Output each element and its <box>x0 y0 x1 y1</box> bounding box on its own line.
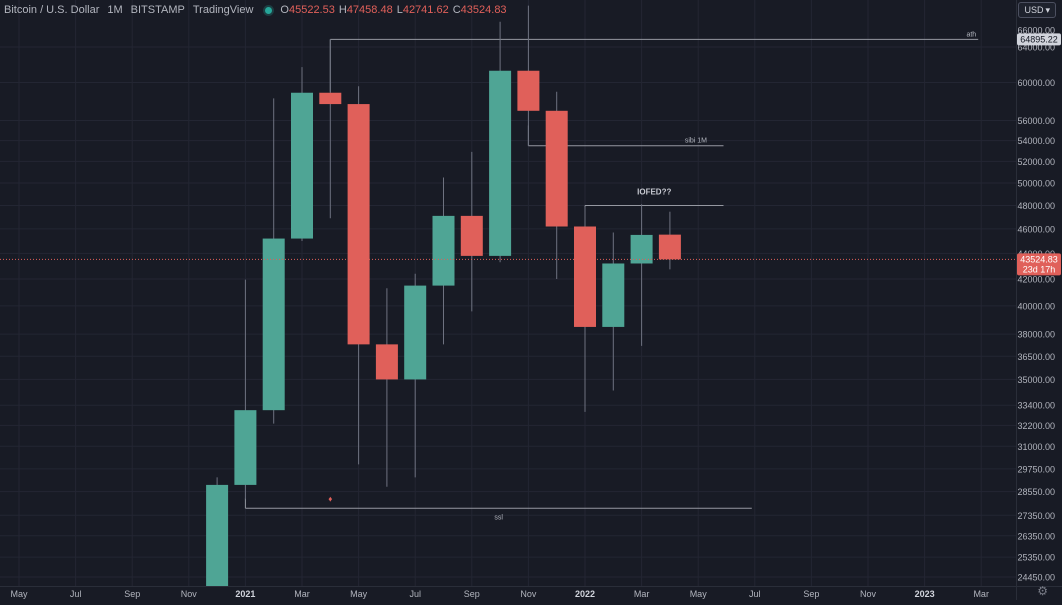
candle-body <box>347 104 370 345</box>
time-axis-label: 2021 <box>235 589 255 599</box>
alert-marker-icon: ♦ <box>328 494 332 503</box>
price-axis-label-top: 66000.00 <box>1017 26 1055 36</box>
price-axis-label: 31000.00 <box>1017 442 1055 452</box>
time-axis-label: 2022 <box>575 589 595 599</box>
high-value: 47458.48 <box>346 4 393 16</box>
price-axis-label: 28550.00 <box>1017 487 1055 497</box>
time-axis-label: Mar <box>634 589 650 599</box>
time-axis-label: Sep <box>464 589 480 599</box>
time-axis-label: Jul <box>70 589 82 599</box>
time-axis-label: Mar <box>973 589 989 599</box>
high-key: H <box>338 4 347 16</box>
symbol-name[interactable]: Bitcoin / U.S. Dollar <box>4 4 100 16</box>
candle-body <box>375 344 398 380</box>
price-axis-label: 26350.00 <box>1017 531 1055 541</box>
candle-body <box>517 70 540 111</box>
gear-icon[interactable]: ⚙ <box>1037 584 1048 598</box>
price-axis-label: 36500.00 <box>1017 352 1055 362</box>
countdown-label: 23d 17h <box>1023 264 1056 274</box>
market-status-icon <box>265 6 273 14</box>
price-axis-label: 52000.00 <box>1017 157 1055 167</box>
price-axis-label: 40000.00 <box>1017 301 1055 311</box>
close-key: C <box>452 4 461 16</box>
price-axis-label: 24450.00 <box>1017 573 1055 583</box>
price-axis-label: 56000.00 <box>1017 116 1055 126</box>
time-axis-label: Jul <box>749 589 761 599</box>
candle-body <box>291 92 313 239</box>
time-axis-label: Jul <box>409 589 421 599</box>
candle-body <box>404 285 427 380</box>
price-axis-label: 29750.00 <box>1017 464 1055 474</box>
price-axis-label: 64000.00 <box>1017 43 1055 53</box>
time-axis-label: Nov <box>860 589 877 599</box>
price-axis-label: 54000.00 <box>1017 136 1055 146</box>
candle-body <box>460 215 483 256</box>
current-price-label: 43524.83 <box>1020 254 1058 264</box>
candle-body <box>489 70 512 256</box>
ath-price-label: 64895.22 <box>1020 34 1058 44</box>
low-value: 42741.62 <box>402 4 449 16</box>
time-axis-label: 2023 <box>915 589 935 599</box>
candle-body <box>630 234 653 264</box>
time-axis-label: Mar <box>294 589 310 599</box>
price-axis-label: 38000.00 <box>1017 330 1055 340</box>
currency-label: USD <box>1024 5 1044 15</box>
price-axis-label: 60000.00 <box>1017 78 1055 88</box>
price-axis-label: 46000.00 <box>1017 224 1055 234</box>
annotation-label: ssl <box>494 514 503 521</box>
price-axis-label: 50000.00 <box>1017 178 1055 188</box>
interval-label[interactable]: 1M <box>107 4 123 16</box>
price-axis-label: 33400.00 <box>1017 401 1055 411</box>
time-axis-label: May <box>350 589 368 599</box>
candle-body <box>234 410 257 485</box>
price-axis-label: 27350.00 <box>1017 511 1055 521</box>
chart-legend: Bitcoin / U.S. Dollar 1M BITSTAMP Tradin… <box>4 3 511 17</box>
source-label: TradingView <box>192 4 254 16</box>
price-axis-label: 25350.00 <box>1017 553 1055 563</box>
chevron-down-icon: ▾ <box>1045 4 1050 15</box>
candle-body <box>319 92 342 105</box>
time-axis-label: Sep <box>803 589 819 599</box>
candle-body <box>658 234 681 260</box>
currency-button[interactable]: USD ▾ <box>1018 2 1056 18</box>
open-key: O <box>280 4 289 16</box>
time-axis-label: May <box>10 589 28 599</box>
close-value: 43524.83 <box>460 4 507 16</box>
current-price-badge <box>1017 253 1061 276</box>
time-axis-label: Sep <box>124 589 140 599</box>
annotation-label: IOFED?? <box>637 187 671 196</box>
candle-body <box>574 226 596 327</box>
price-axis-label: 42000.00 <box>1017 275 1055 285</box>
ath-price-badge <box>1017 33 1061 46</box>
annotation-label: ath <box>966 31 976 38</box>
time-axis-label: Nov <box>520 589 537 599</box>
time-axis-label: Nov <box>181 589 198 599</box>
candle-body <box>206 484 229 586</box>
low-key: L <box>396 4 403 16</box>
candle-body <box>432 215 455 286</box>
exchange-label: BITSTAMP <box>130 4 185 16</box>
price-axis-label: 32200.00 <box>1017 421 1055 431</box>
candle-body <box>602 263 625 327</box>
candle-body <box>545 110 568 227</box>
open-value: 45522.53 <box>288 4 335 16</box>
annotation-label: sibi 1M <box>685 138 707 145</box>
candle-body <box>262 238 285 411</box>
price-axis-label: 48000.00 <box>1017 201 1055 211</box>
time-axis-label: May <box>690 589 708 599</box>
price-axis-label: 35000.00 <box>1017 375 1055 385</box>
